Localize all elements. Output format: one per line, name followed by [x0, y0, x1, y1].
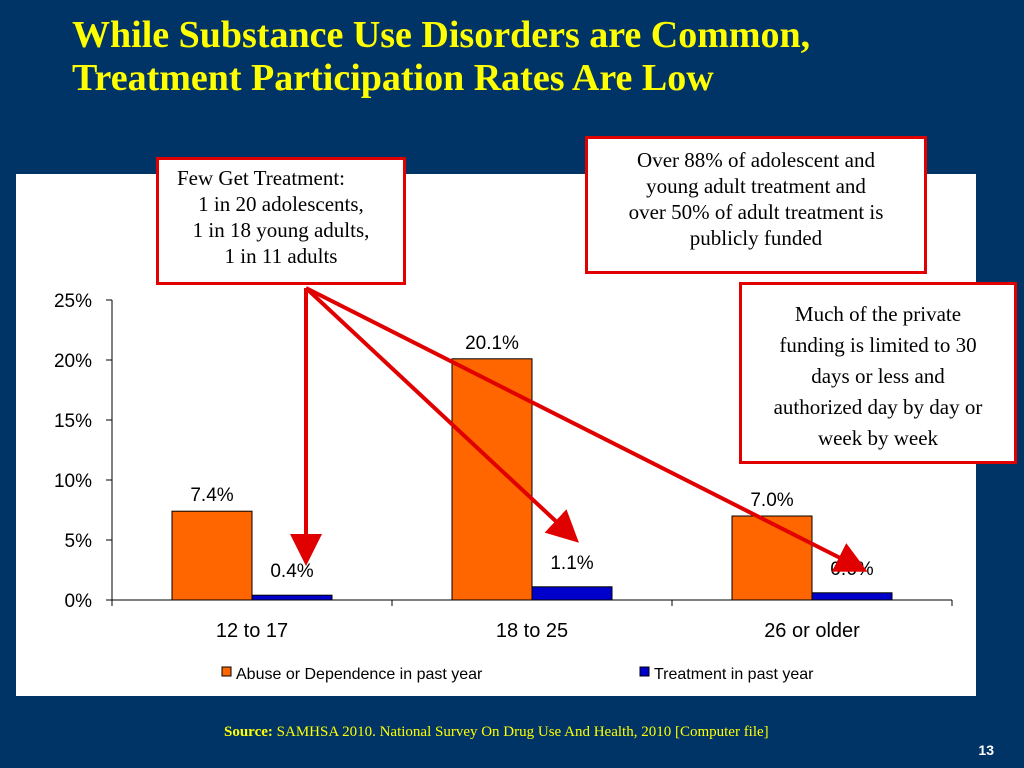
callout-arrow	[305, 286, 868, 572]
callout-publicly-funded: Over 88% of adolescent and young adult t…	[585, 136, 927, 274]
legend-swatch	[221, 666, 232, 677]
source-citation: Source: SAMHSA 2010. National Survey On …	[224, 724, 769, 741]
callout-line: authorized day by day or	[773, 395, 983, 419]
bar-abuse	[171, 510, 253, 601]
callout-line: days or less and	[811, 364, 945, 388]
callout-line: publicly funded	[689, 226, 823, 250]
bar-treatment	[251, 594, 333, 601]
source-label: Source:	[224, 724, 273, 740]
source-text: SAMHSA 2010. National Survey On Drug Use…	[276, 724, 769, 740]
callout-line: 1 in 20 adolescents,	[198, 192, 364, 216]
callout-line: young adult treatment and	[646, 174, 866, 198]
legend-swatch	[639, 666, 650, 677]
legend-label: Treatment in past year	[654, 666, 814, 683]
bar-data-label: 1.1%	[550, 553, 593, 574]
callout-private-funding: Much of the private funding is limited t…	[739, 282, 1017, 464]
x-category-label: 26 or older	[764, 620, 860, 642]
callout-line: over 50% of adult treatment is	[628, 200, 884, 224]
callout-line: Over 88% of adolescent and	[637, 148, 875, 172]
title-line-2: Treatment Participation Rates Are Low	[72, 57, 714, 99]
callout-line: Few Get Treatment:	[177, 166, 345, 190]
bar-abuse	[731, 515, 813, 601]
y-tick-label: 5%	[65, 531, 93, 552]
callout-line: week by week	[817, 426, 939, 450]
y-tick-label: 0%	[65, 591, 93, 612]
callout-arrow	[304, 286, 579, 543]
page-number: 13	[978, 742, 994, 758]
callout-line: 1 in 18 young adults,	[192, 218, 370, 242]
legend-label: Abuse or Dependence in past year	[236, 666, 483, 683]
x-category-label: 12 to 17	[216, 620, 288, 642]
y-tick-label: 10%	[54, 471, 92, 492]
title-line-1: While Substance Use Disorders are Common…	[72, 14, 811, 56]
bar-data-label: 20.1%	[465, 333, 519, 354]
callout-line: Much of the private	[794, 302, 962, 326]
x-category-label: 18 to 25	[496, 620, 568, 642]
callout-few-get-treatment: Few Get Treatment: 1 in 20 adolescents, …	[156, 157, 406, 285]
y-tick-label: 15%	[54, 411, 92, 432]
callout-line: funding is limited to 30	[779, 333, 977, 357]
bar-data-label: 7.0%	[750, 490, 793, 511]
slide-title: While Substance Use Disorders are Common…	[72, 14, 1002, 100]
y-tick-label: 20%	[54, 351, 92, 372]
callout-line: 1 in 11 adults	[224, 244, 338, 268]
bar-data-label: 7.4%	[190, 485, 233, 506]
bar-abuse	[451, 358, 533, 601]
y-tick-label: 25%	[54, 291, 92, 312]
bar-treatment	[531, 586, 613, 601]
bar-data-label: 0.4%	[270, 561, 313, 582]
bar-treatment	[811, 592, 893, 601]
